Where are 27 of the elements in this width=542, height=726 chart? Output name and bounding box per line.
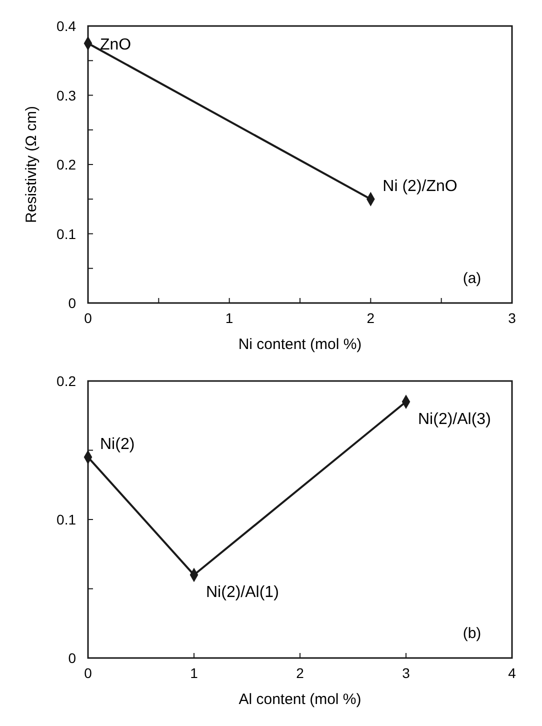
y-axis-title: Resistivity (Ω cm): [23, 106, 40, 224]
x-tick-label: 1: [190, 665, 198, 681]
x-tick-label: 2: [366, 310, 375, 326]
y-tick-label: 0.2: [56, 373, 76, 389]
y-tick-label: 0: [68, 650, 76, 666]
y-tick-label: 0.1: [56, 226, 76, 242]
x-tick-label: 3: [508, 310, 516, 326]
x-tick-label: 0: [84, 665, 92, 681]
annotation: (b): [462, 625, 482, 642]
x-tick-label: 0: [84, 310, 92, 326]
annotation: Ni (2)/ZnO: [382, 178, 458, 196]
annotation: Ni(2)/Al(1): [206, 584, 279, 601]
y-tick-label: 0.4: [56, 18, 76, 34]
annotation: Ni(2)/Al(3): [418, 410, 491, 428]
x-tick-label: 4: [508, 665, 516, 681]
x-axis-title: Ni content (mol %): [238, 336, 362, 353]
annotation: ZnO: [100, 36, 132, 54]
x-tick-label: 3: [402, 665, 410, 681]
annotation: Ni(2): [100, 436, 135, 454]
y-tick-label: 0.1: [56, 512, 76, 528]
x-axis-title: Al content (mol %): [238, 691, 362, 708]
annotation: (a): [462, 270, 482, 287]
y-tick-label: 0.2: [56, 156, 76, 172]
x-tick-label: 1: [225, 310, 234, 326]
y-tick-label: 0: [68, 295, 76, 311]
x-tick-label: 2: [296, 665, 304, 681]
y-tick-label: 0.3: [56, 87, 76, 104]
